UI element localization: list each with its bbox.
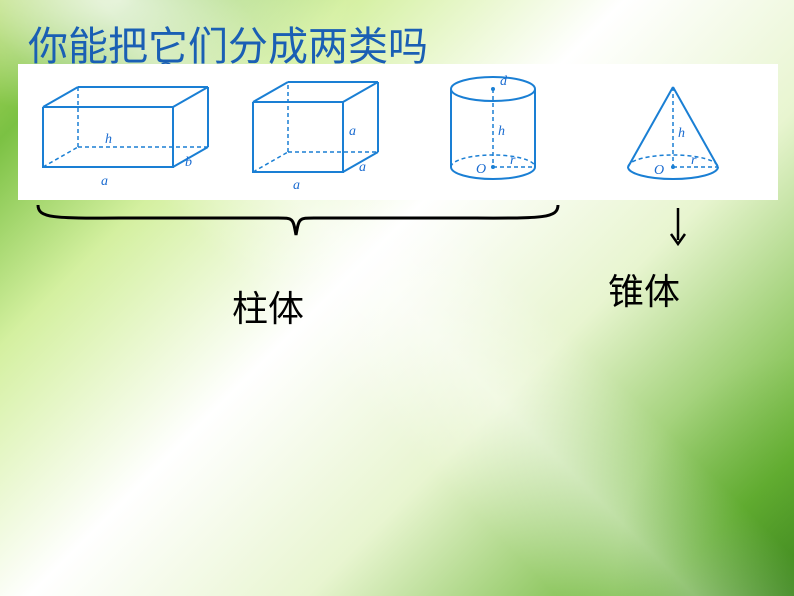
shapes-row: h b a a [18,64,778,200]
cube-label-h2: a [293,178,300,193]
cube-label-v: a [349,124,356,139]
cube-svg: a a a [233,67,403,197]
cone-label-r: r [691,153,697,168]
label-cone-group: 锥体 [608,263,680,315]
label-prism-group: 柱体 [232,280,304,332]
cylinder-label-r: r [510,153,516,168]
cone-svg: h r O [588,67,758,197]
cylinder-svg: d h r O [418,67,568,197]
cone-label-O: O [654,163,664,178]
shape-cylinder: d h r O [408,67,578,197]
cuboid-label-h: h [105,132,112,147]
cube-label-h1: a [359,160,366,175]
cuboid-svg: h b a [23,67,223,197]
shape-cone: h r O [578,67,768,197]
brace-prisms [28,200,568,250]
cylinder-label-d: d [500,74,508,89]
shape-cube: a a a [228,67,408,197]
cuboid-label-b: b [185,155,192,170]
arrow-cone [658,206,698,246]
cylinder-label-h: h [498,124,505,139]
cone-label-h: h [678,126,685,141]
shape-cuboid: h b a [18,67,228,197]
cuboid-label-a: a [101,174,108,189]
cylinder-label-O: O [476,162,486,177]
slide-content: 你能把它们分成两类吗 ? h b [0,0,794,596]
